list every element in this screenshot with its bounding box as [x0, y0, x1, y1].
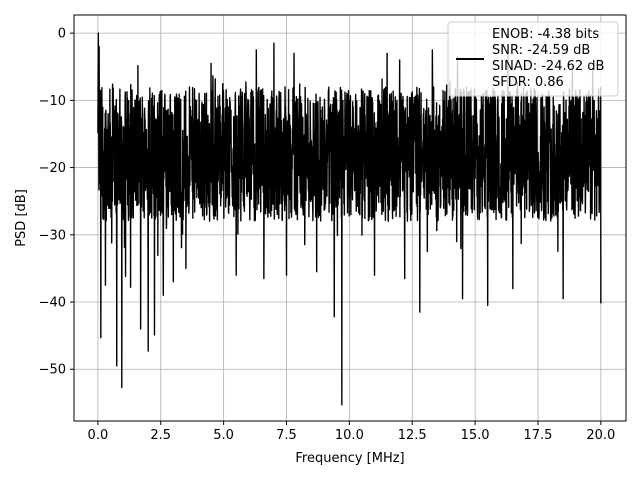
y-axis-ticks: 0 −10 −20 −30 −40 −50: [39, 27, 74, 378]
x-tick-label: 7.5: [276, 428, 297, 443]
x-tick-label: 12.5: [398, 428, 427, 443]
x-tick-label: 2.5: [150, 428, 171, 443]
x-tick-label: 15.0: [461, 428, 490, 443]
x-axis-ticks: 0.0 2.5 5.0 7.5 10.0 12.5 15.0 17.5 20.0: [88, 421, 615, 443]
y-tick-label: −50: [39, 363, 66, 378]
x-tick-label: 0.0: [88, 428, 109, 443]
y-tick-label: −40: [39, 296, 66, 311]
y-axis-label: PSD [dB]: [14, 189, 29, 247]
y-tick-label: −10: [39, 94, 66, 109]
x-tick-label: 10.0: [335, 428, 364, 443]
x-tick-label: 17.5: [524, 428, 553, 443]
legend-entry-enob: ENOB: -4.38 bits: [492, 27, 599, 42]
y-tick-label: −20: [39, 161, 66, 176]
legend-box: [447, 21, 619, 97]
legend-entry-sfdr: SFDR: 0.86: [492, 75, 564, 90]
psd-trace-line: [97, 32, 602, 406]
psd-series: [97, 32, 602, 406]
x-tick-label: 20.0: [586, 428, 615, 443]
legend: ENOB: -4.38 bits SNR: -24.59 dB SINAD: -…: [447, 21, 619, 97]
y-tick-label: 0: [58, 27, 66, 42]
x-axis-label: Frequency [MHz]: [295, 451, 404, 466]
plot-frame: [73, 14, 627, 422]
legend-entry-snr: SNR: -24.59 dB: [492, 43, 590, 58]
legend-entry-sinad: SINAD: -24.62 dB: [492, 59, 604, 74]
x-tick-label: 5.0: [213, 428, 234, 443]
y-tick-label: −30: [39, 228, 66, 243]
